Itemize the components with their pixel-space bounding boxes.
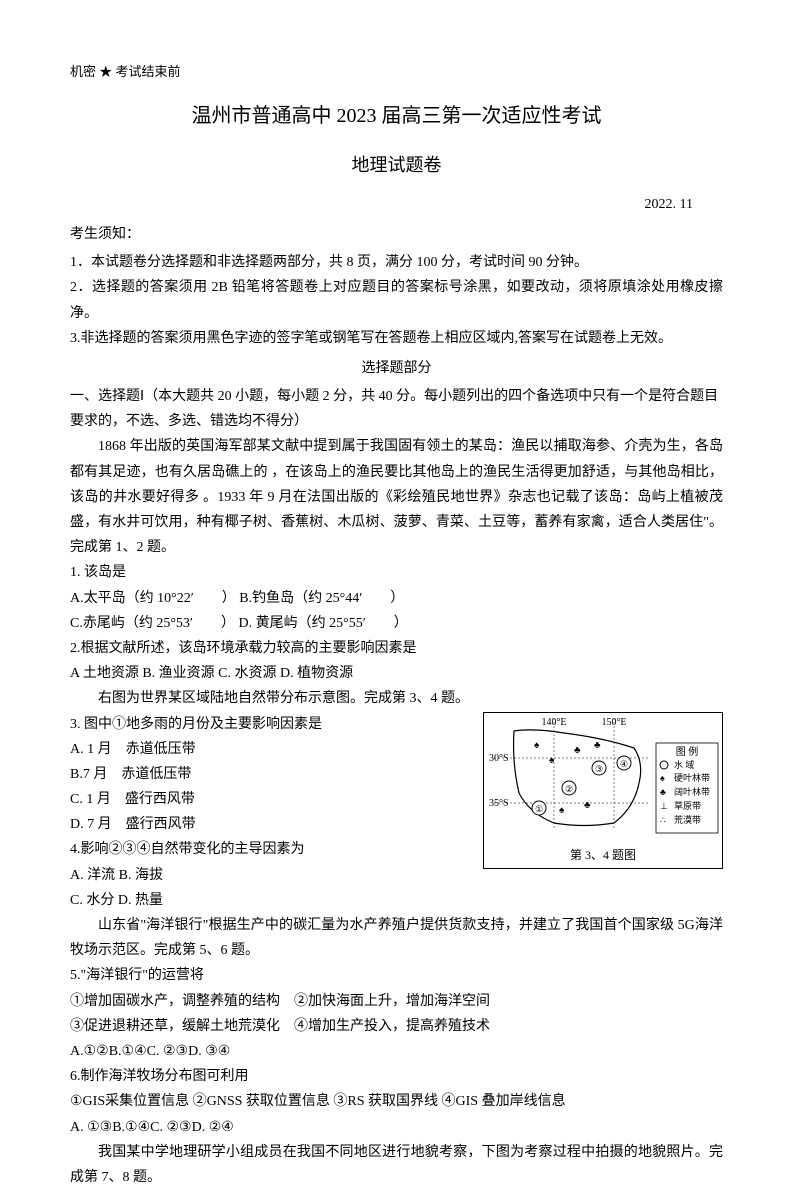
legend-grass: 草原带 [674,800,701,811]
q1-options-row1: A.太平岛（约 10°22′ ） B.钓鱼岛（约 25°44′ ） [70,586,723,611]
lat-30: 30°S [489,753,509,764]
confidential-note: 机密 ★ 考试结束前 [70,60,723,83]
svg-text:♠: ♠ [660,773,665,783]
q1-optB: B.钓鱼岛（约 25°44′ ） [239,591,404,606]
legend-broad: 阔叶林带 [674,786,710,797]
svg-text:♣: ♣ [594,740,601,751]
figure-caption: 第 3、4 题图 [484,843,722,869]
lon-150: 150°E [601,717,626,728]
svg-text:⊥: ⊥ [660,801,668,811]
q3-optA: A. 1 月 赤道低压带 [70,737,470,762]
svg-text:♣: ♣ [660,787,666,797]
passage-3: 山东省"海洋银行"根据生产中的碳汇量为水产养殖户提供货款支持，并建立了我国首个国… [70,913,723,963]
svg-text:①: ① [535,804,543,814]
q4-optCD: C. 水分 D. 热量 [70,888,470,913]
section-instruction: 一、选择题Ⅰ（本大题共 20 小题，每小题 2 分，共 40 分。每小题列出的四… [70,384,723,434]
q3-optD: D. 7 月 盛行西风带 [70,812,470,837]
q6-stem: 6.制作海洋牧场分布图可利用 [70,1064,723,1089]
svg-text:②: ② [565,784,573,794]
q1-optA: A.太平岛（约 10°22′ ） [70,591,236,606]
q3-optB: B.7 月 赤道低压带 [70,762,470,787]
q3-stem: 3. 图中①地多雨的月份及主要影响因素是 [70,712,470,737]
q2-stem: 2.根据文献所述，该岛环境承载力较高的主要影响因素是 [70,636,723,661]
q5-statements-1: ①增加固碳水产，调整养殖的结构 ②加快海面上升，增加海洋空间 [70,989,723,1014]
passage-4: 我国某中学地理研学小组成员在我国不同地区进行地貌考察，下图为考察过程中拍摄的地貌… [70,1140,723,1190]
svg-text:④: ④ [620,759,628,769]
svg-text:♠: ♠ [549,755,555,766]
notice-item-3: 3.非选择题的答案须用黑色字迹的签字笔或钢笔写在答题卷上相应区域内,答案写在试题… [70,326,723,351]
q4-optAB: A. 洋流 B. 海拔 [70,863,470,888]
q5-stem: 5."海洋银行"的运营将 [70,963,723,988]
svg-text:♠: ♠ [534,740,540,751]
legend-title: 图 例 [676,745,699,758]
figure-3-4: 140°E 150°E 30°S 35°S ① ② ③ ④ ♠ ♠ ♣ ♣ ♠ … [483,712,723,870]
svg-text:♠: ♠ [559,805,565,816]
q3-optC: C. 1 月 盛行西风带 [70,787,470,812]
map-svg: 140°E 150°E 30°S 35°S ① ② ③ ④ ♠ ♠ ♣ ♣ ♠ … [484,713,722,843]
q3-q4-block: 140°E 150°E 30°S 35°S ① ② ③ ④ ♠ ♠ ♣ ♣ ♠ … [70,712,723,914]
q6-options: A. ①③B.①④C. ②③D. ②④ [70,1115,723,1140]
q6-statements: ①GIS采集位置信息 ②GNSS 获取位置信息 ③RS 获取国界线 ④GIS 叠… [70,1089,723,1114]
q5-options: A.①②B.①④C. ②③D. ③④ [70,1039,723,1064]
lon-140: 140°E [541,717,566,728]
q5-statements-2: ③促进退耕还草，缓解土地荒漠化 ④增加生产投入，提高养殖技术 [70,1014,723,1039]
notice-heading: 考生须知： [70,222,723,247]
exam-title: 温州市普通高中 2023 届高三第一次适应性考试 [70,98,723,134]
q1-options-row2: C.赤尾屿（约 25°53′ ） D. 黄尾屿（约 25°55′ ） [70,611,723,636]
legend-water: 水 域 [674,759,694,770]
notice-item-2: 2．选择题的答案须用 2B 铅笔将答题卷上对应题目的答案标号涂黑，如要改动，须将… [70,275,723,325]
q4-stem: 4.影响②③④自然带变化的主导因素为 [70,837,470,862]
q2-options: A 土地资源 B. 渔业资源 C. 水资源 D. 植物资源 [70,661,723,686]
svg-text:♣: ♣ [574,745,581,756]
section-title: 选择题部分 [70,356,723,381]
q1-optD: D. 黄尾屿（约 25°55′ ） [239,616,408,631]
exam-date: 2022. 11 [70,192,723,217]
q1-optC: C.赤尾屿（约 25°53′ ） [70,616,235,631]
svg-text:∴: ∴ [660,815,666,825]
legend-hard: 硬叶林带 [674,772,710,783]
q1-stem: 1. 该岛是 [70,560,723,585]
notice-item-1: 1．本试题卷分选择题和非选择题两部分，共 8 页，满分 100 分，考试时间 9… [70,250,723,275]
exam-subtitle: 地理试题卷 [70,149,723,181]
lat-35: 35°S [489,798,509,809]
svg-text:♣: ♣ [584,800,591,811]
svg-text:③: ③ [595,764,603,774]
legend-desert: 荒漠带 [674,815,701,825]
passage-1: 1868 年出版的英国海军部某文献中提到属于我国固有领土的某岛：渔民以捕取海参、… [70,434,723,560]
passage-2: 右图为世界某区域陆地自然带分布示意图。完成第 3、4 题。 [70,686,723,711]
